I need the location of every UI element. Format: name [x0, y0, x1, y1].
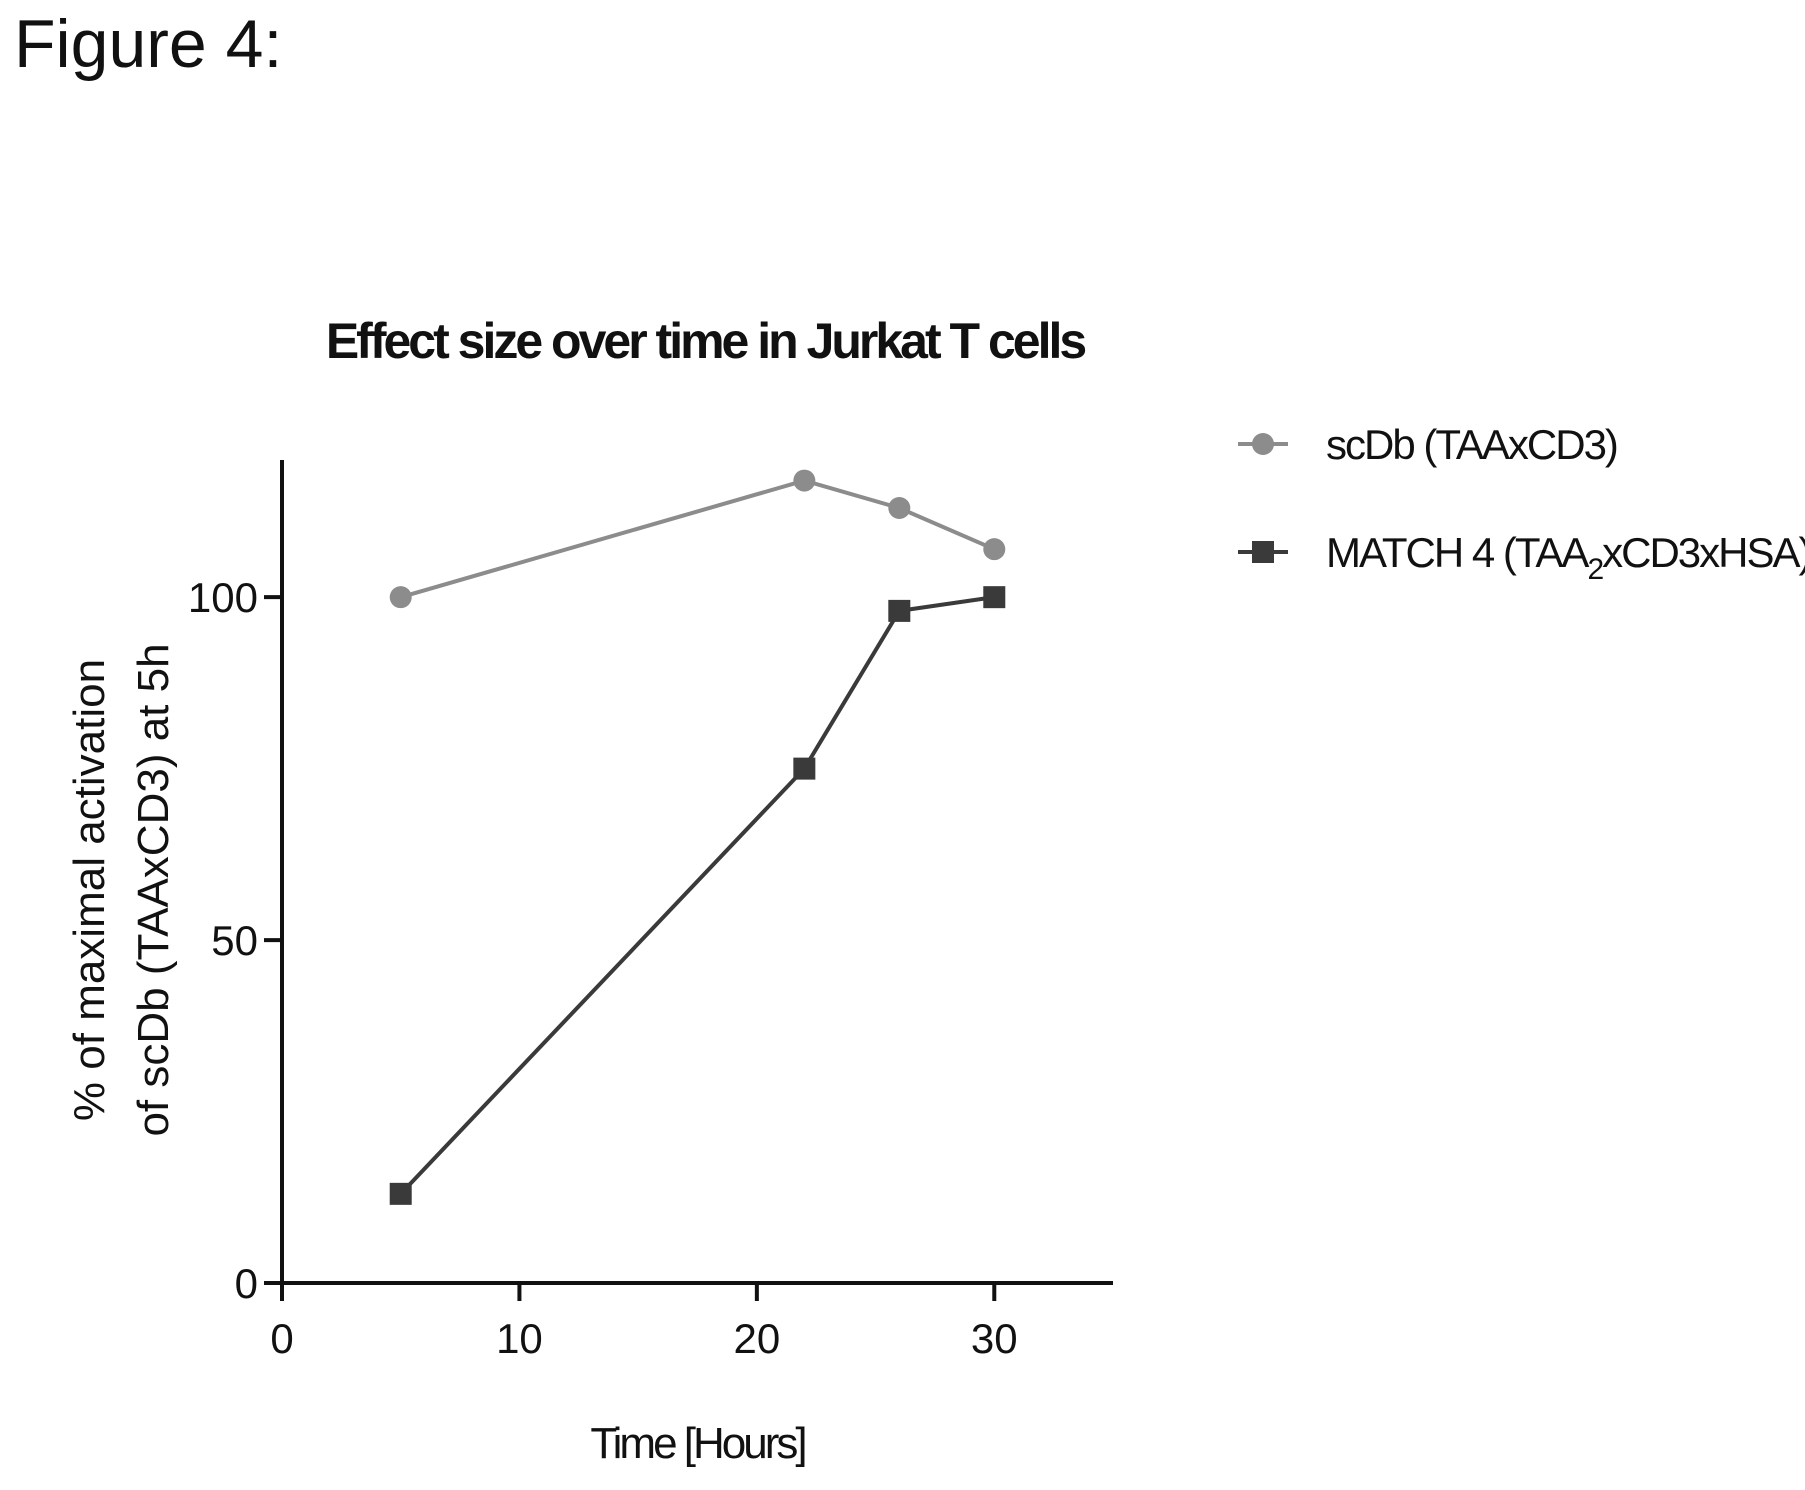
y-axis-title-line-2: of scDb (TAAxCD3) at 5h [129, 643, 178, 1136]
series-line [399, 595, 995, 1196]
data-point-circle [888, 497, 911, 520]
legend-square-marker [1252, 541, 1274, 563]
legend-item-scdb: scDb (TAAxCD3) [1238, 421, 1619, 468]
data-point-square [389, 1182, 412, 1205]
x-tick-label: 0 [270, 1315, 293, 1362]
legend-circle-marker [1252, 433, 1274, 455]
series-line [400, 478, 996, 600]
axes [280, 460, 1113, 1285]
chart-title: Effect size over time in Jurkat T cells [325, 313, 1087, 369]
y-axis-title: % of maximal activation of scDb (TAAxCD3… [65, 643, 178, 1136]
y-tick-label: 50 [211, 917, 258, 964]
data-point-square [983, 586, 1006, 609]
x-tick-label: 30 [971, 1315, 1018, 1362]
legend-label-match4-part-1: MATCH 4 (TAA [1326, 529, 1589, 576]
axis-ticks: 0 10 20 30 0 50 100 [188, 574, 1018, 1362]
x-tick-label: 20 [733, 1315, 780, 1362]
x-axis-title: Time [Hours] [590, 1419, 805, 1468]
figure-label: Figure 4: [14, 6, 283, 82]
legend-label-match4: MATCH 4 (TAA2xCD3xHSA) [1326, 529, 1805, 586]
data-point-square [793, 757, 816, 780]
x-tick-label: 10 [496, 1315, 543, 1362]
series-match4 [389, 586, 1006, 1205]
y-tick-label: 100 [188, 574, 258, 621]
legend-label-match4-part-2: xCD3xHSA) [1602, 529, 1805, 576]
legend: scDb (TAAxCD3) MATCH 4 (TAA2xCD3xHSA) [1238, 421, 1805, 586]
data-point-square [888, 599, 911, 622]
series-layer [389, 469, 1006, 1205]
data-point-circle [793, 469, 816, 492]
legend-label-match4-subscript: 2 [1587, 553, 1603, 586]
data-point-circle [389, 586, 412, 609]
series-scdb [389, 469, 1006, 609]
legend-label-scdb: scDb (TAAxCD3) [1326, 421, 1617, 468]
legend-item-match4: MATCH 4 (TAA2xCD3xHSA) [1238, 529, 1805, 586]
y-tick-label: 0 [235, 1260, 258, 1307]
y-axis-title-line-1: % of maximal activation [65, 659, 114, 1121]
data-point-circle [983, 538, 1006, 561]
